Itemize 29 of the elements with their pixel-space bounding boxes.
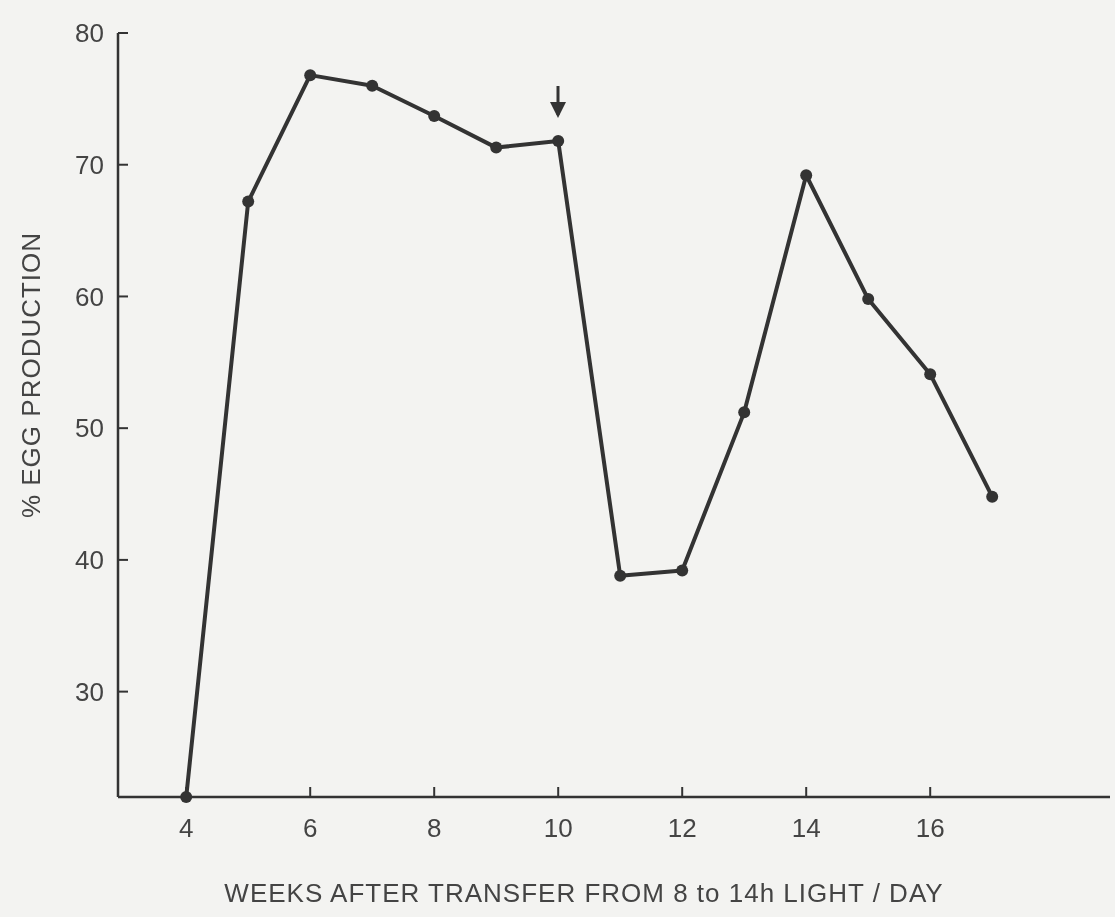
x-tick-label: 4 — [178, 813, 194, 843]
point — [986, 490, 999, 503]
point — [366, 79, 379, 92]
point — [862, 293, 875, 306]
point — [428, 109, 441, 122]
point — [924, 368, 937, 381]
point — [304, 69, 317, 82]
point — [800, 169, 813, 182]
x-tick-label: 8 — [426, 813, 442, 843]
y-tick-label: 50 — [75, 413, 104, 444]
point — [738, 406, 751, 419]
y-tick-label: 70 — [75, 149, 104, 180]
x-tick-label: 6 — [302, 813, 318, 843]
x-tick-label: 14 — [791, 813, 821, 843]
x-tick-label: 12 — [667, 813, 697, 843]
point — [676, 564, 689, 577]
x-tick-label: 10 — [543, 813, 573, 843]
x-axis-title: WEEKS AFTER TRANSFER FROM 8 to 14h LIGHT / DAY — [224, 878, 944, 908]
point — [242, 195, 255, 208]
y-tick-label: 40 — [75, 545, 104, 575]
x-tick-label: 16 — [915, 813, 945, 843]
point — [552, 135, 565, 148]
point — [180, 791, 193, 803]
point — [614, 569, 627, 582]
y-tick-label: 60 — [75, 281, 104, 312]
point — [490, 141, 503, 154]
y-tick-label: 80 — [75, 18, 104, 49]
y-tick-label: 30 — [75, 676, 104, 707]
y-axis-title: % EGG PRODUCTION — [16, 231, 46, 519]
